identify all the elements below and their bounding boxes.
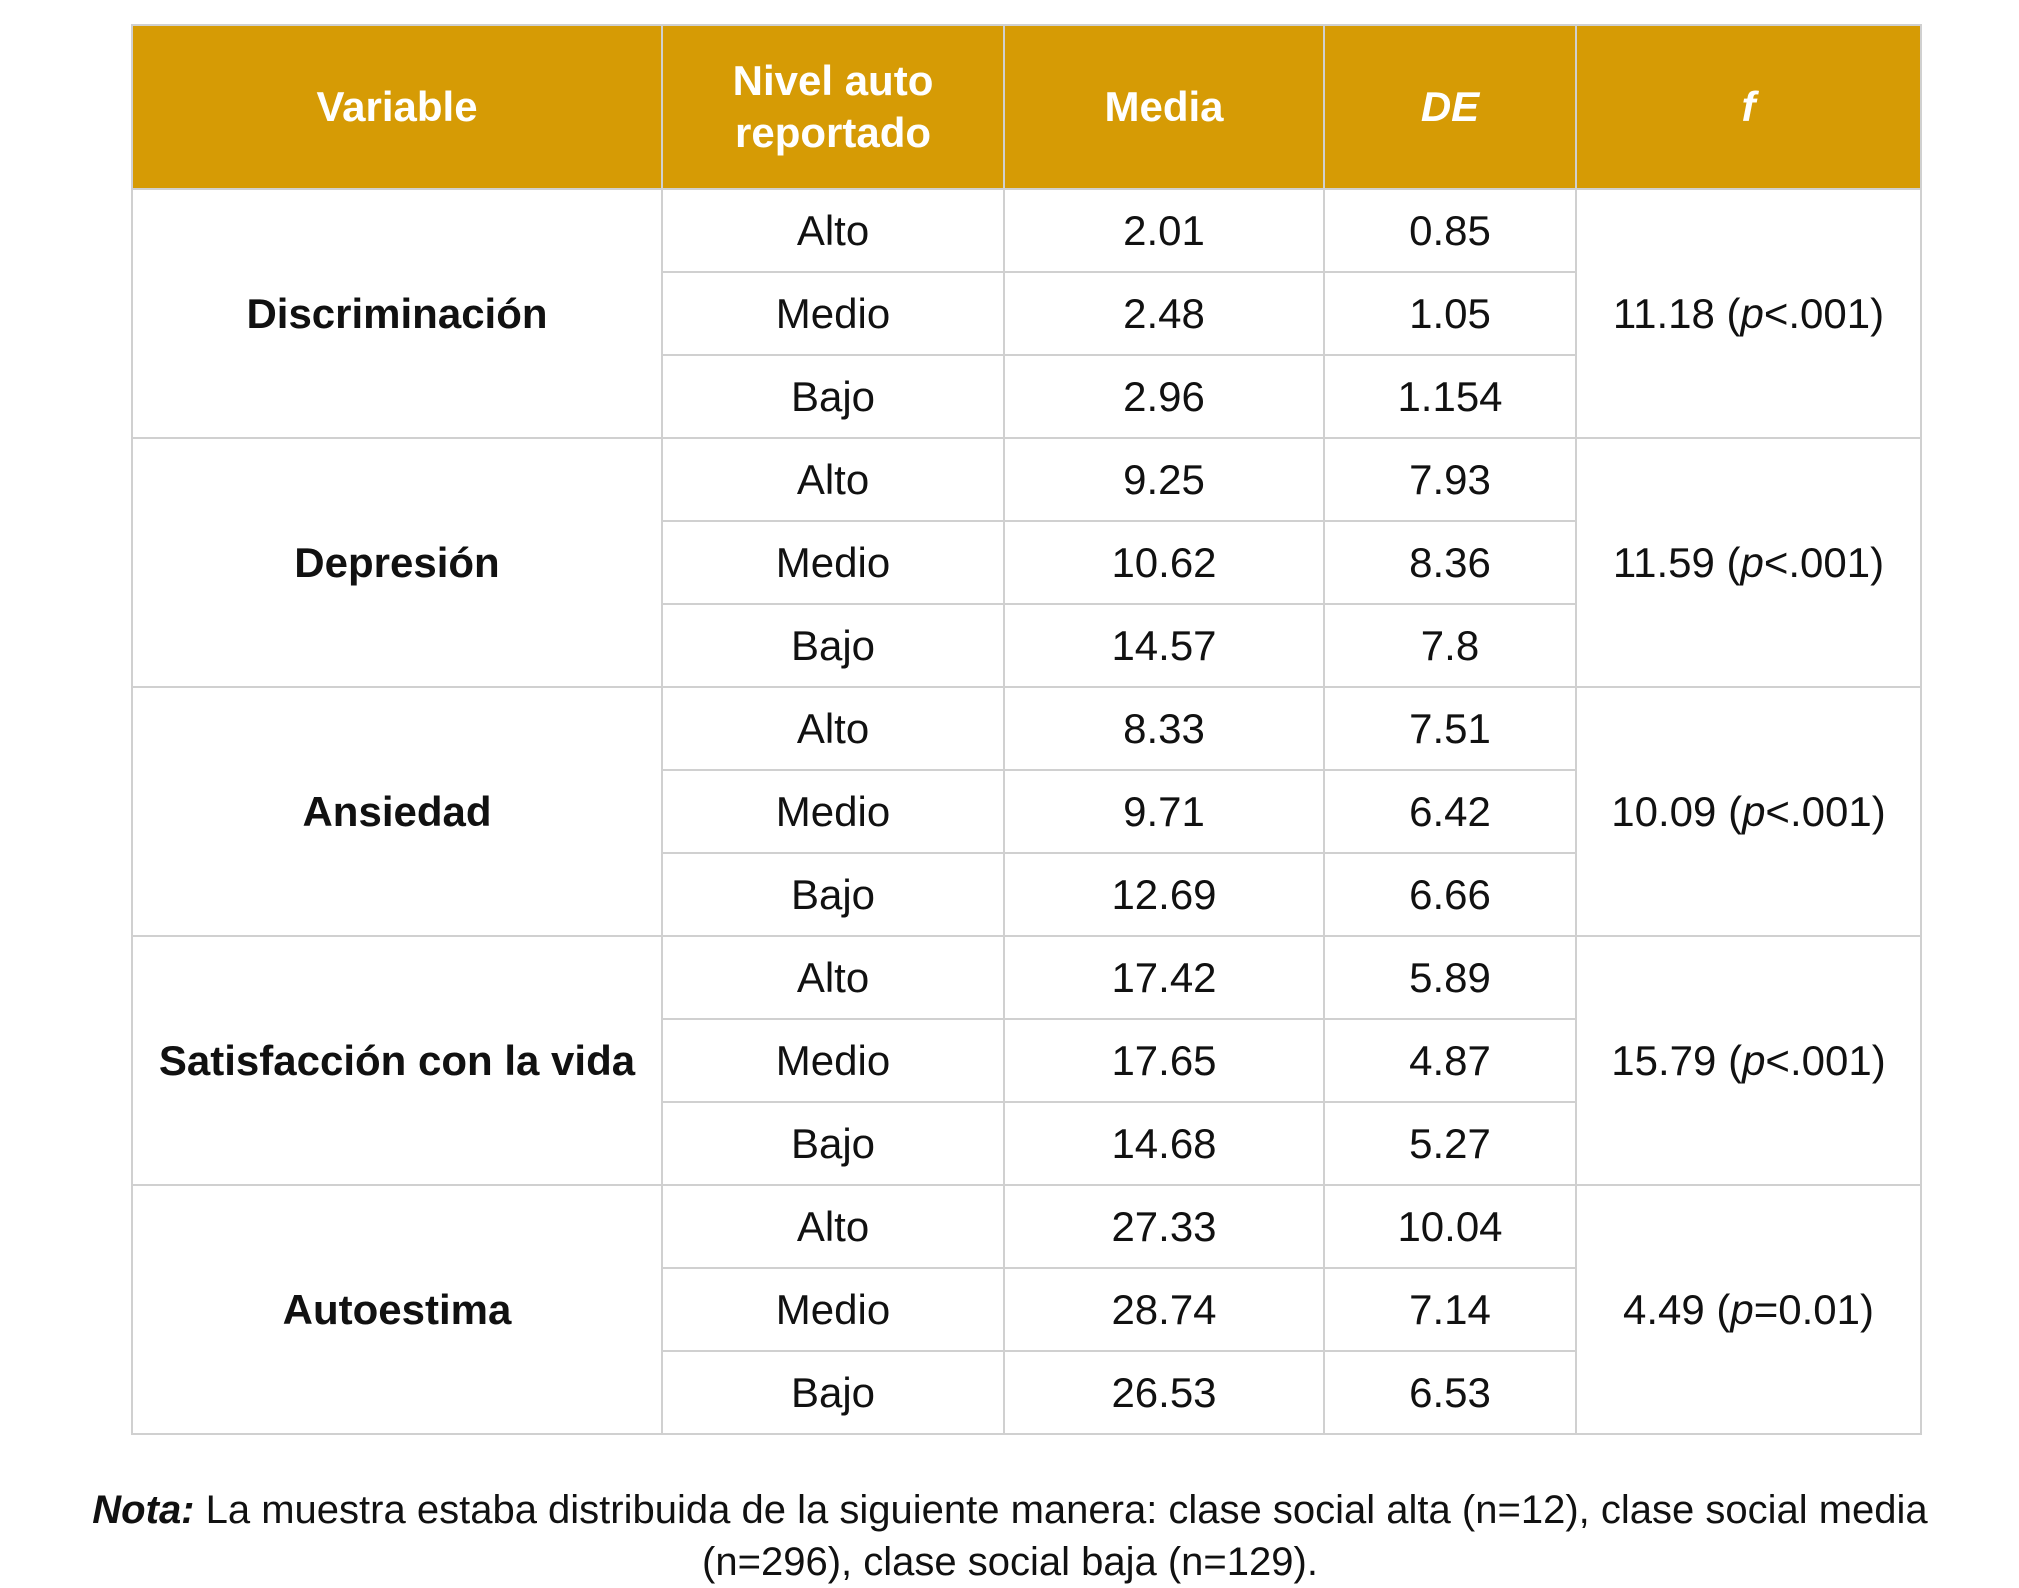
nivel-cell: Alto	[661, 686, 1005, 771]
f-cell: 11.59 (p<.001)	[1575, 437, 1922, 688]
de-cell: 1.154	[1323, 354, 1577, 439]
table-row: Bajo 14.57 7.8	[132, 603, 1921, 688]
media-cell: 9.71	[1003, 769, 1325, 854]
f-cell: 4.49 (p=0.01)	[1575, 1184, 1922, 1435]
media-cell: 17.42	[1003, 935, 1325, 1020]
nivel-cell: Alto	[661, 437, 1005, 522]
media-cell: 26.53	[1003, 1350, 1325, 1435]
f-rest: =0.01)	[1753, 1285, 1875, 1333]
table-row: Bajo 12.69 6.66	[132, 852, 1921, 937]
table-row: Bajo 2.96 1.154	[132, 354, 1921, 439]
header-variable: Variable	[131, 24, 663, 190]
f-rest: <.001)	[1765, 787, 1886, 835]
f-rest: <.001)	[1763, 289, 1885, 337]
f-p: p	[1730, 1285, 1754, 1333]
variable-cell: Discriminación	[131, 188, 663, 439]
f-p: p	[1742, 787, 1766, 835]
nivel-cell: Alto	[661, 1184, 1005, 1269]
table-row: Medio 17.65 4.87	[132, 1018, 1921, 1103]
header-row: Variable Nivel auto reportado Media DE f	[131, 24, 1922, 190]
header-media: Media	[1003, 24, 1325, 190]
nivel-cell: Alto	[661, 935, 1005, 1020]
media-cell: 2.48	[1003, 271, 1325, 356]
nivel-cell: Bajo	[661, 1350, 1005, 1435]
media-cell: 8.33	[1003, 686, 1325, 771]
variable-cell: Autoestima	[131, 1184, 663, 1435]
f-p: p	[1740, 289, 1764, 337]
de-cell: 7.8	[1323, 603, 1577, 688]
table-row: Satisfacción con la vida Alto 17.42 5.89 15.…	[131, 935, 1922, 1186]
nivel-cell: Medio	[661, 769, 1005, 854]
media-cell: 28.74	[1003, 1267, 1325, 1352]
header-de: DE	[1323, 24, 1577, 190]
nivel-cell: Bajo	[661, 852, 1005, 937]
de-cell: 7.51	[1323, 686, 1577, 771]
variable-cell: Depresión	[131, 437, 663, 688]
media-cell: 14.57	[1003, 603, 1325, 688]
table-row: Ansiedad Alto 8.33 7.51 10.09 (p<.001)	[131, 686, 1922, 937]
de-cell: 4.87	[1323, 1018, 1577, 1103]
table-note: Nota: La muestra estaba distribuida de l…	[20, 1484, 2000, 1588]
de-cell: 6.53	[1323, 1350, 1577, 1435]
media-cell: 9.25	[1003, 437, 1325, 522]
media-cell: 12.69	[1003, 852, 1325, 937]
f-value: 11.18 (	[1612, 289, 1741, 337]
de-cell: 5.89	[1323, 935, 1577, 1020]
media-cell: 17.65	[1003, 1018, 1325, 1103]
media-cell: 27.33	[1003, 1184, 1325, 1269]
f-cell: 15.79 (p<.001)	[1575, 935, 1922, 1186]
f-cell: 11.18 (p<.001)	[1575, 188, 1922, 439]
f-value: 4.49 (	[1622, 1285, 1731, 1333]
variable-cell: Satisfacción con la vida	[131, 935, 663, 1186]
table-row: Bajo 14.68 5.27	[132, 1101, 1921, 1186]
note-label: Nota:	[92, 1488, 195, 1532]
nivel-cell: Medio	[661, 271, 1005, 356]
results-table: Variable Nivel auto reportado Media DE f…	[131, 24, 1922, 1435]
de-cell: 0.85	[1323, 188, 1577, 273]
f-rest: <.001)	[1763, 538, 1885, 586]
media-cell: 2.01	[1003, 188, 1325, 273]
de-cell: 6.66	[1323, 852, 1577, 937]
f-p: p	[1742, 1036, 1766, 1084]
f-p: p	[1740, 538, 1764, 586]
nivel-cell: Bajo	[661, 354, 1005, 439]
media-cell: 10.62	[1003, 520, 1325, 605]
variable-cell: Ansiedad	[131, 686, 663, 937]
table-row: Autoestima Alto 27.33 10.04 4.49 (p=0.01)	[131, 1184, 1922, 1435]
de-cell: 5.27	[1323, 1101, 1577, 1186]
f-value: 15.79 (	[1611, 1036, 1743, 1084]
table-row: Medio 2.48 1.05	[132, 271, 1921, 356]
de-cell: 7.14	[1323, 1267, 1577, 1352]
table-row: Bajo 26.53 6.53	[132, 1350, 1921, 1435]
nivel-cell: Medio	[661, 1018, 1005, 1103]
nivel-cell: Bajo	[661, 603, 1005, 688]
f-cell: 10.09 (p<.001)	[1575, 686, 1922, 937]
note-text: La muestra estaba distribuida de la sigu…	[194, 1488, 1928, 1584]
f-rest: <.001)	[1765, 1036, 1886, 1084]
de-cell: 7.93	[1323, 437, 1577, 522]
table-row: Discriminación Alto 2.01 0.85 11.18 (p<.001)	[131, 188, 1922, 439]
table-body: Discriminación Alto 2.01 0.85 11.18 (p<.001)…	[131, 188, 1922, 1435]
table-row: Medio 10.62 8.36	[132, 520, 1921, 605]
nivel-cell: Medio	[661, 520, 1005, 605]
table-row: Depresión Alto 9.25 7.93 11.59 (p<.001)	[131, 437, 1922, 688]
nivel-cell: Bajo	[661, 1101, 1005, 1186]
media-cell: 14.68	[1003, 1101, 1325, 1186]
media-cell: 2.96	[1003, 354, 1325, 439]
nivel-cell: Alto	[661, 188, 1005, 273]
de-cell: 8.36	[1323, 520, 1577, 605]
nivel-cell: Medio	[661, 1267, 1005, 1352]
de-cell: 6.42	[1323, 769, 1577, 854]
header-nivel: Nivel auto reportado	[661, 24, 1005, 190]
table-row: Medio 9.71 6.42	[132, 769, 1921, 854]
de-cell: 10.04	[1323, 1184, 1577, 1269]
table-row: Medio 28.74 7.14	[132, 1267, 1921, 1352]
f-value: 10.09 (	[1611, 787, 1743, 835]
header-f: f	[1575, 24, 1922, 190]
de-cell: 1.05	[1323, 271, 1577, 356]
f-value: 11.59 (	[1612, 538, 1741, 586]
